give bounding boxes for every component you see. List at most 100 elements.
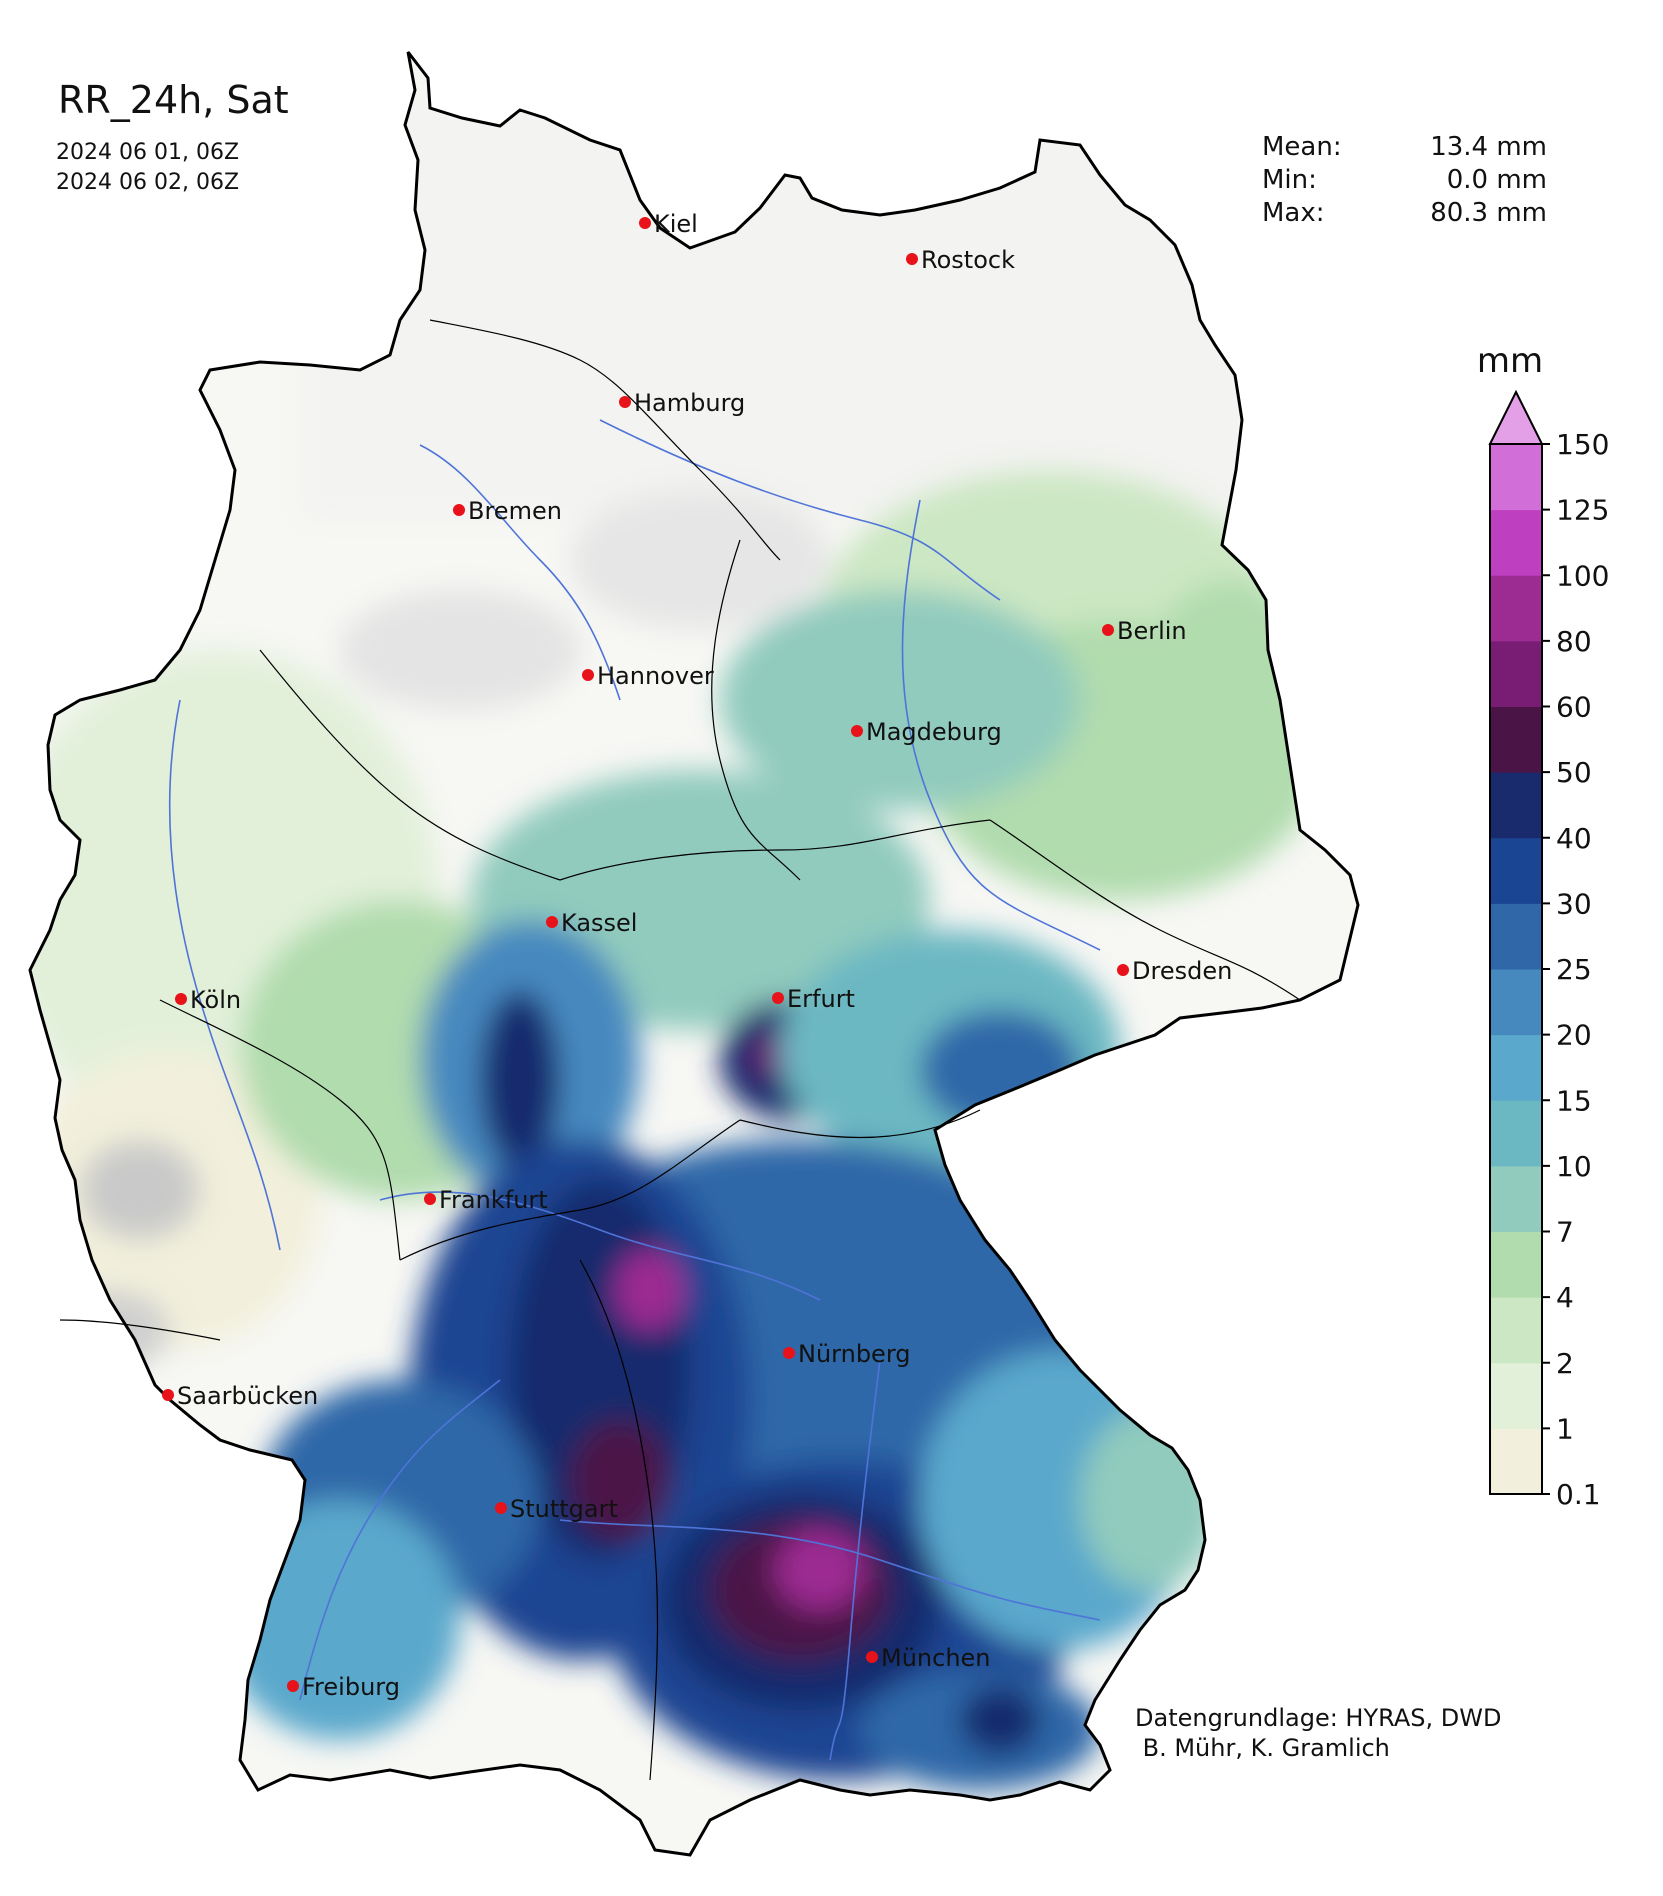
- city-marker: [783, 1347, 795, 1359]
- city-label: München: [881, 1644, 991, 1672]
- city-hamburg: Hamburg: [619, 389, 745, 417]
- city-marker: [866, 1651, 878, 1663]
- legend-tick-label: 7: [1556, 1216, 1574, 1249]
- legend-extend-arrow: [1488, 389, 1544, 445]
- legend-band: [1490, 706, 1542, 773]
- legend-tick-label: 15: [1556, 1084, 1592, 1117]
- legend-band: [1490, 903, 1542, 970]
- legend-tick-label: 20: [1556, 1019, 1592, 1052]
- legend-tick-label: 25: [1556, 953, 1592, 986]
- city-erfurt: Erfurt: [772, 985, 855, 1013]
- city-magdeburg: Magdeburg: [851, 718, 1002, 746]
- city-label: Erfurt: [787, 985, 855, 1013]
- city-label: Berlin: [1117, 617, 1187, 645]
- city-marker: [639, 217, 651, 229]
- credits-line1: Datengrundlage: HYRAS, DWD: [1135, 1704, 1502, 1732]
- stat-value: 0.0 mm: [1446, 165, 1547, 195]
- legend-tick-label: 1: [1556, 1412, 1574, 1445]
- city-hannover: Hannover: [582, 662, 714, 690]
- city-marker: [162, 1389, 174, 1401]
- city-label: Frankfurt: [439, 1186, 548, 1214]
- legend-band: [1490, 969, 1542, 1036]
- city-label: Stuttgart: [510, 1495, 618, 1523]
- city-kiel: Kiel: [639, 210, 698, 238]
- city-label: Köln: [190, 986, 241, 1014]
- legend-tick-label: 125: [1556, 494, 1609, 527]
- legend-tick-label: 4: [1556, 1281, 1574, 1314]
- legend-band: [1490, 1362, 1542, 1429]
- city-marker: [1117, 964, 1129, 976]
- city-marker: [619, 396, 631, 408]
- city-label: Magdeburg: [866, 718, 1002, 746]
- city-marker: [453, 504, 465, 516]
- legend-tick-label: 2: [1556, 1347, 1574, 1380]
- city-marker: [424, 1193, 436, 1205]
- city-marker: [772, 992, 784, 1004]
- city-dresden: Dresden: [1117, 957, 1232, 985]
- city-label: Rostock: [921, 246, 1015, 274]
- stat-value: 13.4 mm: [1430, 132, 1547, 162]
- city-marker: [546, 916, 558, 928]
- city-marker: [287, 1680, 299, 1692]
- city-label: Hannover: [597, 662, 714, 690]
- city-label: Kassel: [561, 909, 637, 937]
- period-start: 2024 06 01, 06Z: [56, 140, 240, 165]
- legend-band: [1490, 1165, 1542, 1232]
- city-marker: [906, 253, 918, 265]
- legend-band: [1490, 1231, 1542, 1298]
- period-end: 2024 06 02, 06Z: [56, 170, 240, 195]
- country-border: [28, 51, 1360, 1857]
- legend-tick-label: 80: [1556, 625, 1592, 658]
- city-stuttgart: Stuttgart: [495, 1495, 618, 1523]
- city-marker: [175, 993, 187, 1005]
- stat-value: 80.3 mm: [1430, 198, 1547, 228]
- colorbar-legend: mm 0.1 1 2 4 7 10 15 20 25 30 40 50 60 80 100 125 150: [1477, 341, 1610, 1511]
- legend-tick-label: 10: [1556, 1150, 1592, 1183]
- legend-tick-label: 60: [1556, 691, 1592, 724]
- city-layer: Kiel Rostock Hamburg Bremen Berlin Hannover Ma…: [162, 210, 1232, 1701]
- map-title: RR_24h, Sat: [58, 78, 289, 122]
- legend-unit: mm: [1477, 341, 1543, 381]
- legend-band: [1490, 509, 1542, 576]
- legend-band: [1490, 1100, 1542, 1167]
- city-label: Freiburg: [302, 1673, 400, 1701]
- stat-label: Min:: [1262, 165, 1317, 195]
- city-label: Saarbücken: [177, 1382, 318, 1410]
- rivers: [168, 419, 1101, 1761]
- city-saarbücken: Saarbücken: [162, 1382, 318, 1410]
- city-label: Dresden: [1132, 957, 1232, 985]
- stat-label: Mean:: [1262, 132, 1342, 162]
- legend-tick-label: 50: [1556, 756, 1592, 789]
- legend-tick-label: 40: [1556, 822, 1592, 855]
- legend-band: [1490, 772, 1542, 839]
- city-bremen: Bremen: [453, 497, 562, 525]
- legend-tick-label: 100: [1556, 559, 1609, 592]
- credits: Datengrundlage: HYRAS, DWD B. Mühr, K. G…: [1135, 1703, 1501, 1763]
- city-marker: [1102, 624, 1114, 636]
- stat-label: Max:: [1262, 198, 1325, 228]
- legend-band: [1490, 1428, 1542, 1495]
- city-nürnberg: Nürnberg: [783, 1340, 911, 1368]
- city-marker: [582, 669, 594, 681]
- city-köln: Köln: [175, 986, 241, 1014]
- city-label: Nürnberg: [798, 1340, 911, 1368]
- city-frankfurt: Frankfurt: [424, 1186, 548, 1214]
- legend-tick-label: 30: [1556, 887, 1592, 920]
- city-label: Bremen: [468, 497, 562, 525]
- city-berlin: Berlin: [1102, 617, 1187, 645]
- legend-band: [1490, 1034, 1542, 1101]
- legend-band: [1490, 444, 1542, 511]
- legend-tick-label: 0.1: [1556, 1478, 1601, 1511]
- city-marker: [495, 1502, 507, 1514]
- city-label: Kiel: [654, 210, 698, 238]
- state-borders: [59, 319, 1301, 1781]
- legend-band: [1490, 837, 1542, 904]
- legend-band: [1490, 575, 1542, 642]
- city-rostock: Rostock: [906, 246, 1015, 274]
- city-label: Hamburg: [634, 389, 745, 417]
- city-marker: [851, 725, 863, 737]
- city-kassel: Kassel: [546, 909, 637, 937]
- legend-band: [1490, 1297, 1542, 1364]
